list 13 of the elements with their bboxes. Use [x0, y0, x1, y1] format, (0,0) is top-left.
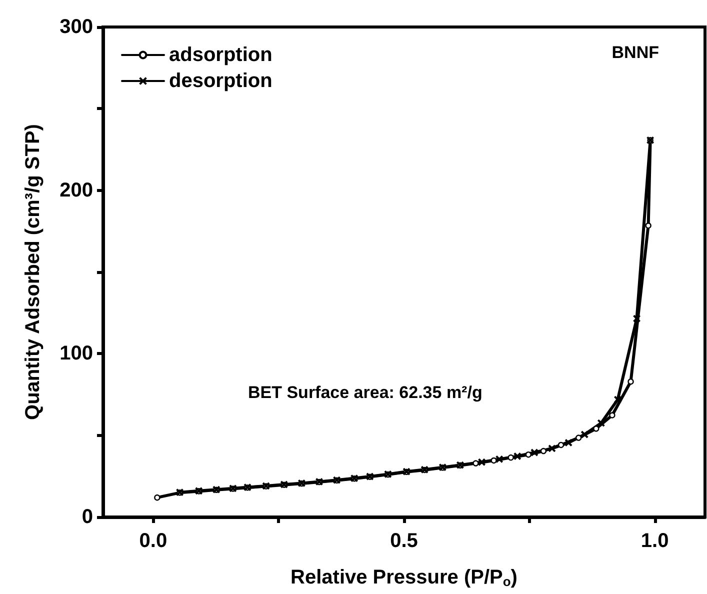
x-axis-title: Relative Pressure (P/Po)	[290, 566, 518, 589]
x-tick-label: 0.0	[139, 530, 168, 552]
x-tick-label: 1.0	[640, 530, 669, 552]
x-tick-label: 0.5	[390, 530, 418, 552]
y-tick-label: 100	[60, 342, 93, 365]
annotation: BNNF	[612, 43, 660, 62]
y-tick-label: 200	[60, 179, 93, 202]
annotation: BET Surface area: 62.35 m²/g	[248, 383, 482, 402]
y-tick-label: 0	[82, 506, 93, 528]
legend-label: adsorption	[169, 44, 272, 66]
legend-label: desorption	[169, 70, 272, 92]
y-axis-title: Quantity Adsorbed (cm³/g STP)	[22, 124, 44, 420]
y-tick-label: 300	[60, 16, 93, 38]
